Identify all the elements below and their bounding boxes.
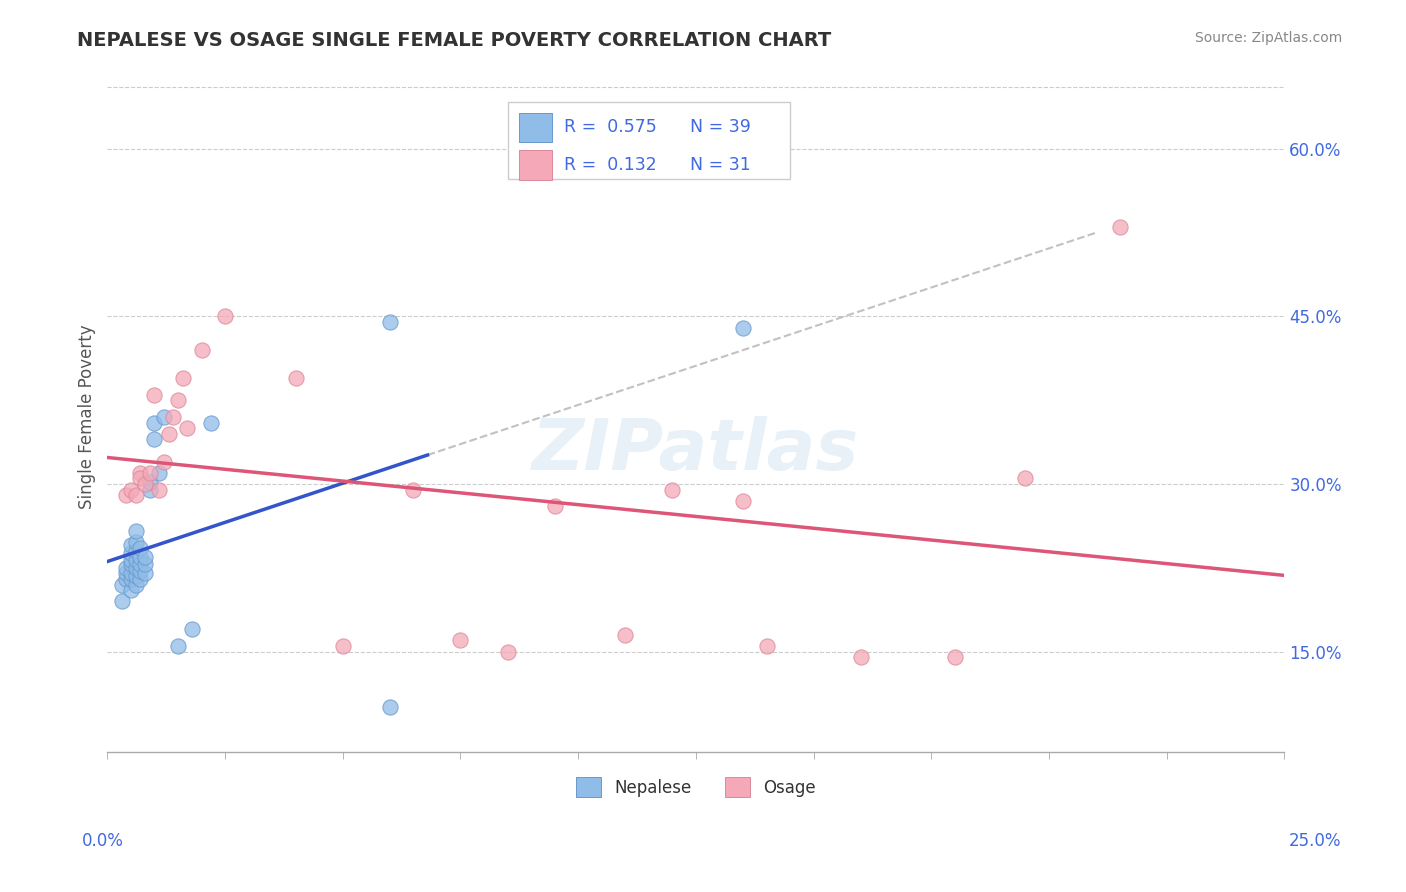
Point bbox=[124, 568, 146, 582]
Text: R =  0.132: R = 0.132 bbox=[564, 156, 657, 174]
Point bbox=[148, 483, 170, 497]
Point bbox=[167, 639, 190, 653]
Point bbox=[402, 483, 425, 497]
Point bbox=[124, 544, 146, 558]
Point bbox=[731, 493, 754, 508]
Point bbox=[124, 553, 146, 567]
Point bbox=[124, 524, 146, 538]
Point bbox=[139, 466, 162, 480]
Point bbox=[120, 539, 142, 553]
Text: NEPALESE VS OSAGE SINGLE FEMALE POVERTY CORRELATION CHART: NEPALESE VS OSAGE SINGLE FEMALE POVERTY … bbox=[77, 31, 831, 50]
Point bbox=[167, 393, 190, 408]
Point bbox=[614, 628, 637, 642]
Point bbox=[110, 577, 132, 591]
Text: N = 39: N = 39 bbox=[690, 119, 751, 136]
Point bbox=[120, 558, 142, 572]
Point bbox=[120, 566, 142, 581]
Point bbox=[115, 488, 138, 502]
Point bbox=[115, 561, 138, 575]
Point bbox=[172, 371, 194, 385]
Point bbox=[134, 477, 156, 491]
Point bbox=[543, 500, 565, 514]
Point bbox=[378, 315, 401, 329]
Point bbox=[1108, 220, 1130, 235]
Point bbox=[849, 650, 872, 665]
Point bbox=[284, 371, 307, 385]
Text: Source: ZipAtlas.com: Source: ZipAtlas.com bbox=[1195, 31, 1343, 45]
Point bbox=[120, 583, 142, 598]
Point bbox=[124, 488, 146, 502]
Point bbox=[129, 471, 152, 485]
Point bbox=[120, 483, 142, 497]
Point bbox=[129, 572, 152, 586]
Legend: Nepalese, Osage: Nepalese, Osage bbox=[569, 771, 823, 805]
FancyBboxPatch shape bbox=[508, 102, 790, 179]
Text: 0.0%: 0.0% bbox=[82, 832, 124, 850]
Point bbox=[129, 564, 152, 578]
Point bbox=[755, 639, 778, 653]
Text: ZIPatlas: ZIPatlas bbox=[533, 416, 859, 485]
Point bbox=[120, 546, 142, 560]
Point bbox=[162, 410, 184, 425]
Point bbox=[450, 633, 472, 648]
Point bbox=[129, 558, 152, 572]
Point bbox=[661, 483, 683, 497]
Point bbox=[115, 572, 138, 586]
Point bbox=[129, 541, 152, 555]
Y-axis label: Single Female Poverty: Single Female Poverty bbox=[79, 325, 96, 509]
Point bbox=[153, 410, 176, 425]
Point bbox=[134, 566, 156, 581]
Point bbox=[157, 426, 180, 441]
Text: 25.0%: 25.0% bbox=[1288, 832, 1341, 850]
Point bbox=[139, 475, 162, 489]
Point bbox=[139, 483, 162, 497]
Point bbox=[129, 466, 152, 480]
Point bbox=[129, 549, 152, 564]
Point bbox=[200, 416, 222, 430]
Point bbox=[124, 561, 146, 575]
Text: R =  0.575: R = 0.575 bbox=[564, 119, 657, 136]
Bar bbox=[519, 151, 553, 180]
Point bbox=[134, 558, 156, 572]
Point bbox=[378, 700, 401, 714]
Point bbox=[143, 433, 166, 447]
Point bbox=[153, 455, 176, 469]
Point bbox=[176, 421, 198, 435]
Point bbox=[214, 310, 236, 324]
Point bbox=[120, 572, 142, 586]
Point bbox=[1014, 471, 1036, 485]
Point bbox=[731, 320, 754, 334]
Point bbox=[143, 416, 166, 430]
Point bbox=[143, 387, 166, 401]
Point bbox=[181, 622, 204, 636]
Point bbox=[115, 566, 138, 581]
Point bbox=[120, 553, 142, 567]
Point bbox=[943, 650, 966, 665]
Bar bbox=[519, 112, 553, 142]
Point bbox=[148, 466, 170, 480]
Point bbox=[110, 594, 132, 608]
Text: N = 31: N = 31 bbox=[690, 156, 751, 174]
Point bbox=[134, 549, 156, 564]
Point bbox=[124, 577, 146, 591]
Point bbox=[496, 645, 519, 659]
Point bbox=[124, 535, 146, 549]
Point bbox=[332, 639, 354, 653]
Point bbox=[190, 343, 212, 357]
